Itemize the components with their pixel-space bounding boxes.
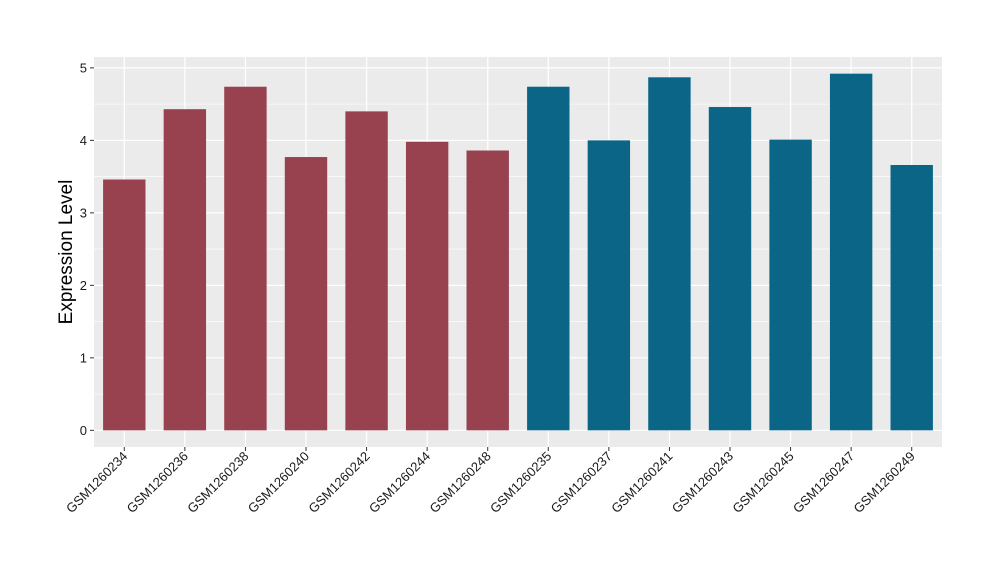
bar: [648, 77, 691, 431]
y-tick-label: 4: [80, 133, 87, 148]
bar: [829, 73, 873, 431]
x-tick-label: GSM1260244: [366, 449, 433, 516]
x-tick-label: GSM1260238: [184, 449, 251, 516]
x-tick-label: GSM1260243: [669, 449, 736, 516]
y-tick-label: 5: [80, 60, 87, 75]
bars: [103, 73, 933, 431]
bar: [405, 141, 449, 431]
y-tick-label: 0: [80, 423, 87, 438]
y-axis-title: Expression Level: [56, 180, 77, 325]
y-tick-label: 1: [80, 350, 87, 365]
x-tick-label: GSM1260237: [548, 449, 615, 516]
bar: [527, 86, 570, 431]
y-axis: 0 1 2 3 4 5: [80, 60, 94, 438]
bar: [708, 107, 752, 431]
x-tick-label: GSM1260248: [426, 449, 493, 516]
y-tick-label: 3: [80, 205, 87, 220]
x-tick-label: GSM1260247: [790, 449, 857, 516]
bar: [890, 165, 933, 431]
bar: [466, 150, 509, 431]
y-tick-label: 2: [80, 278, 87, 293]
x-tick-label: GSM1260236: [124, 449, 191, 516]
x-tick-label: GSM1260245: [729, 449, 796, 516]
bar: [284, 157, 328, 431]
bar: [345, 111, 388, 431]
x-tick-label: GSM1260242: [305, 449, 372, 516]
bar: [163, 109, 207, 431]
x-tick-label: GSM1260235: [487, 449, 554, 516]
x-tick-label: GSM1260240: [245, 449, 312, 516]
x-tick-label: GSM1260249: [850, 449, 917, 516]
x-axis: GSM1260234GSM1260236GSM1260238GSM1260240…: [63, 447, 918, 516]
plot-panel: [94, 57, 942, 447]
bar: [224, 86, 267, 431]
bar: [587, 140, 631, 431]
bar: [769, 139, 812, 431]
x-tick-label: GSM1260234: [63, 449, 130, 516]
bar: [103, 179, 146, 431]
x-tick-label: GSM1260241: [608, 449, 675, 516]
